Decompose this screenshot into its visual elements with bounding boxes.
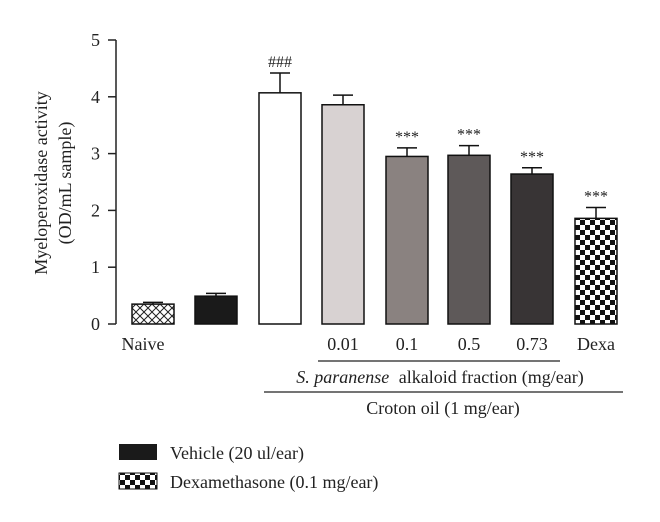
significance-dose-0.5: *** xyxy=(457,127,481,144)
x-label-dose-0.5: 0.5 xyxy=(458,334,481,354)
x-label-dose-0.01: 0.01 xyxy=(327,334,359,354)
significance-dose-0.73: *** xyxy=(520,149,544,166)
legend-label-dexamethasone: Dexamethasone (0.1 mg/ear) xyxy=(170,472,378,493)
legend-swatch-dexamethasone xyxy=(118,472,158,490)
y-axis-label-line2: (OD/mL sample) xyxy=(55,122,76,245)
significance-dose-0.1: *** xyxy=(395,129,419,146)
y-axis-ticks: 0 1 2 3 4 5 xyxy=(91,30,116,334)
y-axis-label-line1: Myeloperoxidase activity xyxy=(31,91,51,274)
y-tick-label: 0 xyxy=(91,314,100,334)
bar-dose-0.73 xyxy=(510,173,554,325)
bar-dexa xyxy=(574,217,618,325)
x-label-dose-0.1: 0.1 xyxy=(396,334,419,354)
bar-dose-0.1 xyxy=(385,155,429,325)
x-label-naive: Naive xyxy=(122,334,165,354)
croton-bracket-label: Croton oil (1 mg/ear) xyxy=(366,398,519,419)
y-tick-label: 5 xyxy=(91,30,100,50)
significance-dexa: *** xyxy=(584,189,608,206)
y-tick-label: 1 xyxy=(91,257,100,277)
x-axis-labels: 0.01 0.1 0.5 0.73 Dexa xyxy=(327,334,615,354)
y-tick-label: 3 xyxy=(91,144,100,164)
x-label-dexa: Dexa xyxy=(577,334,615,354)
legend: Vehicle (20 ul/ear) Dexamethasone (0.1 m… xyxy=(118,443,378,493)
fraction-bracket-label: S. paranense alkaloid fraction (mg/ear) xyxy=(296,367,583,388)
y-tick-label: 2 xyxy=(91,200,100,220)
bar-dose-0.01 xyxy=(321,104,365,325)
legend-label-vehicle: Vehicle (20 ul/ear) xyxy=(170,443,304,464)
y-axis-label: Myeloperoxidase activity (OD/mL sample) xyxy=(31,91,76,274)
x-label-dose-0.73: 0.73 xyxy=(516,334,548,354)
bar-naive xyxy=(131,303,175,325)
significance-croton: ### xyxy=(268,54,292,71)
legend-swatch-vehicle xyxy=(119,444,157,460)
bars: ### *** *** *** *** xyxy=(131,54,618,325)
y-tick-label: 4 xyxy=(91,87,100,107)
bar-dose-0.5 xyxy=(447,154,491,325)
bar-vehicle xyxy=(194,295,238,325)
bar-croton xyxy=(258,92,302,325)
